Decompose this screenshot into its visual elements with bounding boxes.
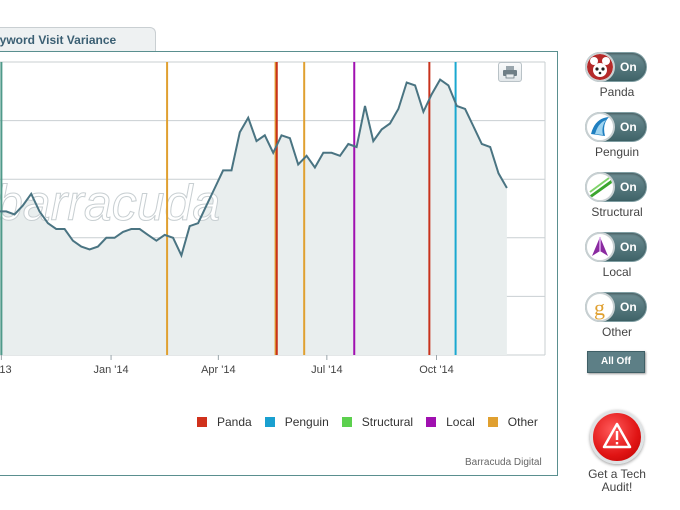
toggle-state: On: [620, 60, 637, 74]
toggle-penguin[interactable]: On Penguin: [582, 112, 652, 159]
toggle-label: Other: [601, 325, 632, 339]
svg-text:g: g: [594, 295, 605, 320]
toggle-structural[interactable]: On Structural: [582, 172, 652, 219]
legend-swatch: [341, 417, 352, 427]
legend-item-other[interactable]: Other: [487, 415, 538, 429]
toggle-switch[interactable]: On: [585, 112, 647, 142]
legend-label: Structural: [361, 415, 414, 429]
series-area: [0, 79, 507, 355]
x-tick-label: Apr '14: [201, 364, 236, 376]
legend-swatch: [426, 417, 437, 427]
penguin-icon: [585, 112, 615, 142]
toggle-state: On: [620, 240, 637, 254]
print-button[interactable]: [498, 62, 522, 82]
warning-icon: [590, 410, 644, 464]
legend-item-penguin[interactable]: Penguin: [264, 415, 329, 429]
toggle-switch[interactable]: On: [585, 232, 647, 262]
toggle-label: Structural: [591, 205, 643, 219]
audit-text-line1: Get a Tech: [588, 467, 646, 481]
legend-item-local[interactable]: Local: [426, 415, 475, 429]
x-tick-label: Jan '14: [93, 364, 128, 376]
toggle-switch[interactable]: g On: [585, 292, 647, 322]
legend-swatch: [487, 417, 498, 427]
google-icon: g: [585, 292, 615, 322]
toggle-other[interactable]: g On Other: [582, 292, 652, 339]
chart-frame: barracuda t '13 Jan '14 Apr '14 Jul '14 Oct …: [0, 51, 558, 476]
toggle-label: Penguin: [594, 145, 640, 159]
chart-credit: Barracuda Digital: [465, 457, 542, 468]
audit-text-line2: Audit!: [601, 480, 633, 494]
toggle-local[interactable]: On Local: [582, 232, 652, 279]
toggle-label: Local: [602, 265, 632, 279]
tech-audit-button[interactable]: Get a Tech Audit!: [582, 410, 652, 493]
print-icon: [503, 66, 517, 79]
legend-swatch: [264, 417, 275, 427]
series-line: [0, 78, 508, 259]
legend-label: Local: [446, 415, 475, 429]
legend-item-structural[interactable]: Structural: [341, 415, 414, 429]
legend-label: Panda: [217, 415, 252, 429]
toggle-switch[interactable]: On: [585, 52, 647, 82]
x-tick-label: Jul '14: [311, 364, 342, 376]
toggle-label: Panda: [599, 85, 635, 99]
local-icon: [585, 232, 615, 262]
all-off-button[interactable]: All Off: [587, 351, 645, 373]
watermark-text: barracuda: [0, 175, 220, 231]
toggle-panda[interactable]: On Panda: [582, 52, 652, 99]
chart-legend: Panda Penguin Structural Local Other: [197, 415, 551, 429]
structural-icon: [585, 172, 615, 202]
toggle-state: On: [620, 300, 637, 314]
x-tick-label: t '13: [0, 364, 12, 376]
legend-label: Other: [507, 415, 538, 429]
line-chart: barracuda t '13 Jan '14 Apr '14 Jul '14 Oct …: [0, 61, 546, 376]
legend-label: Penguin: [284, 415, 329, 429]
panda-icon: [585, 52, 615, 82]
legend-swatch: [197, 417, 207, 427]
x-tick-label: Oct '14: [419, 364, 454, 376]
chart-tab[interactable]: eyword Visit Variance: [0, 27, 156, 51]
chart-tab-title: eyword Visit Variance: [0, 33, 117, 47]
toggle-switch[interactable]: On: [585, 172, 647, 202]
toggle-state: On: [620, 180, 637, 194]
legend-item-panda[interactable]: Panda: [197, 415, 252, 429]
toggle-state: On: [620, 120, 637, 134]
